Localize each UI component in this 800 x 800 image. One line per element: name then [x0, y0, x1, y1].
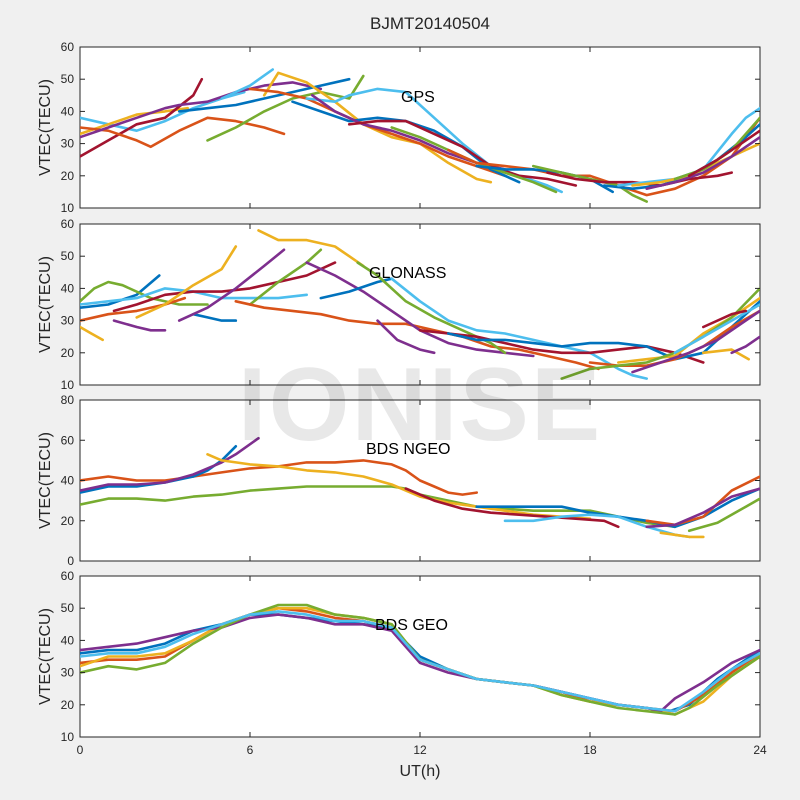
figure-title: BJMT20140504	[370, 14, 490, 33]
series-line-10	[248, 87, 507, 178]
series-line-14	[347, 119, 578, 187]
series-line-16	[447, 116, 760, 197]
series-group	[80, 603, 760, 716]
x-tick-label: 18	[583, 743, 597, 757]
series-line-27	[702, 348, 750, 361]
series-line-6	[80, 610, 760, 713]
y-tick-label: 20	[61, 698, 75, 712]
y-tick-label: 50	[61, 72, 75, 86]
series-line-12	[248, 248, 323, 306]
series-line-13	[234, 300, 600, 371]
series-line-5	[80, 81, 323, 139]
series-line-3	[80, 436, 260, 492]
series-line-4	[80, 485, 677, 529]
y-tick-label: 10	[61, 730, 75, 744]
subplot-3: 0 20 40 60 80 VTEC(TECU) BDS NGEO	[37, 393, 761, 568]
series-line-26	[702, 309, 748, 329]
y-tick-label: 50	[61, 249, 75, 263]
y-tick-label: 10	[61, 378, 75, 392]
subplot-4: 10 20 30 40 50 60 0 6 12 18 24 VTEC(TECU) BDS GEO	[37, 569, 767, 757]
series-group	[80, 229, 760, 380]
series-line-6	[177, 77, 351, 113]
series-line-23	[645, 135, 760, 190]
y-tick-label: 60	[61, 217, 75, 231]
y-axis-label: VTEC(TECU)	[37, 256, 54, 353]
series-line-7	[112, 261, 337, 313]
y-tick-label: 30	[61, 666, 75, 680]
subplot-1: 10 20 30 40 50 60 VTEC(TECU) GPS	[37, 40, 761, 215]
series-line-18	[376, 319, 436, 355]
series-line-9	[262, 71, 493, 184]
series-line-9	[192, 312, 238, 322]
series-line-9	[659, 531, 705, 539]
series-line-1	[80, 459, 478, 496]
panel-annotation: BDS NGEO	[366, 441, 450, 458]
series-line-3	[80, 77, 204, 158]
y-tick-label: 20	[61, 346, 75, 360]
series-line-4	[80, 613, 760, 713]
y-tick-label: 40	[61, 633, 75, 647]
series-line-28	[730, 335, 760, 355]
series-line-6	[404, 487, 620, 529]
y-tick-label: 30	[61, 314, 75, 328]
series-line-16	[356, 261, 507, 355]
panel-annotation: GPS	[401, 89, 435, 106]
series-group	[80, 436, 760, 539]
series-line-12	[687, 497, 760, 533]
y-axis-label: VTEC(TECU)	[37, 608, 54, 705]
series-line-8	[220, 68, 274, 100]
series-line-3	[80, 280, 209, 306]
series-line-4	[80, 296, 187, 322]
y-axis-label: VTEC(TECU)	[37, 432, 54, 529]
series-line-25	[687, 129, 760, 178]
series-line-11	[257, 229, 365, 268]
y-tick-label: 30	[61, 137, 75, 151]
series-line-6	[112, 319, 167, 332]
series-line-23	[560, 287, 760, 380]
series-line-11	[645, 487, 760, 529]
y-tick-label: 40	[61, 474, 75, 488]
subplot-2: 10 20 30 40 50 60 VTEC(TECU) GLONASS	[37, 217, 761, 392]
series-line-25	[673, 303, 760, 355]
series-line-17	[390, 277, 648, 380]
series-line-20	[447, 300, 760, 361]
panel-annotation: BDS GEO	[375, 617, 448, 634]
y-tick-label: 40	[61, 281, 75, 295]
y-tick-label: 60	[61, 433, 75, 447]
y-tick-label: 20	[61, 169, 75, 183]
panel-annotation: GLONASS	[369, 265, 446, 282]
y-axis-label: VTEC(TECU)	[37, 79, 54, 176]
series-line-10	[177, 248, 286, 322]
x-tick-label: 6	[247, 743, 254, 757]
series-line-24	[631, 309, 760, 374]
series-line-7	[206, 74, 365, 142]
series-line-4	[80, 116, 286, 149]
y-tick-label: 50	[61, 601, 75, 615]
series-line-10	[645, 475, 760, 527]
y-tick-label: 60	[61, 40, 75, 54]
series-group	[80, 68, 760, 203]
x-tick-label: 0	[77, 743, 84, 757]
series-line-19	[418, 329, 705, 364]
series-line-12	[305, 87, 563, 194]
series-line-1	[80, 325, 104, 342]
series-line-5	[206, 453, 592, 520]
y-tick-label: 10	[61, 201, 75, 215]
x-tick-label: 12	[413, 743, 427, 757]
series-line-8	[135, 245, 238, 319]
y-tick-label: 80	[61, 393, 75, 407]
watermark: IONISE	[238, 347, 603, 463]
y-tick-label: 40	[61, 104, 75, 118]
x-axis-label: UT(h)	[400, 763, 441, 780]
y-tick-label: 0	[67, 554, 74, 568]
y-tick-label: 60	[61, 569, 75, 583]
y-tick-label: 20	[61, 514, 75, 528]
x-tick-label: 24	[753, 743, 767, 757]
